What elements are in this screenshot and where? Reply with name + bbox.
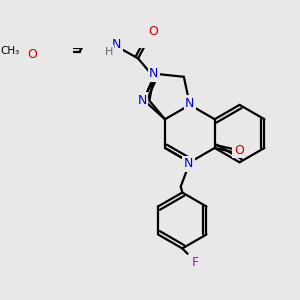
Text: N: N bbox=[185, 97, 194, 110]
Text: N: N bbox=[137, 94, 147, 106]
Text: N: N bbox=[112, 38, 121, 50]
Text: N: N bbox=[184, 157, 193, 170]
Text: O: O bbox=[234, 144, 244, 157]
Text: O: O bbox=[27, 48, 37, 61]
Text: O: O bbox=[148, 26, 158, 38]
Text: N: N bbox=[149, 67, 158, 80]
Text: H: H bbox=[105, 46, 113, 57]
Text: CH₃: CH₃ bbox=[1, 46, 20, 56]
Text: F: F bbox=[192, 256, 199, 268]
